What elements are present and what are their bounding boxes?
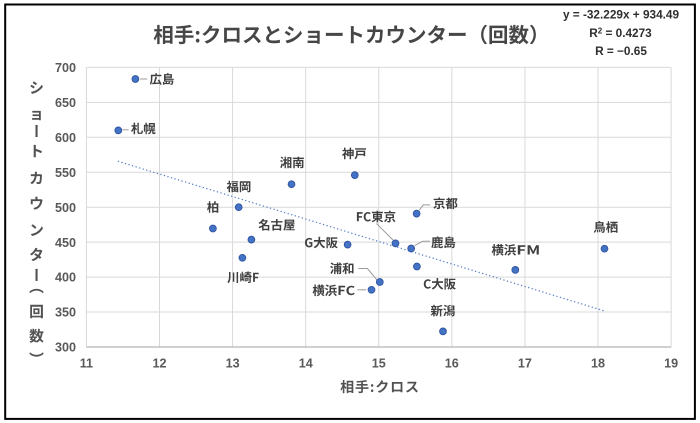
svg-text:13: 13 bbox=[226, 356, 240, 370]
svg-text:R2 = 0.4273: R2 = 0.4273 bbox=[589, 26, 652, 40]
svg-text:350: 350 bbox=[55, 306, 76, 320]
svg-text:16: 16 bbox=[445, 356, 459, 370]
svg-text:600: 600 bbox=[55, 131, 76, 145]
svg-text:300: 300 bbox=[55, 341, 76, 355]
svg-text:700: 700 bbox=[55, 61, 76, 75]
svg-text:19: 19 bbox=[664, 356, 678, 370]
svg-text:650: 650 bbox=[55, 96, 76, 110]
svg-text:14: 14 bbox=[299, 356, 313, 370]
svg-text:450: 450 bbox=[55, 236, 76, 250]
svg-text:17: 17 bbox=[518, 356, 532, 370]
svg-text:550: 550 bbox=[55, 166, 76, 180]
svg-text:12: 12 bbox=[152, 356, 166, 370]
svg-text:y = -32.229x + 934.49: y = -32.229x + 934.49 bbox=[563, 8, 680, 22]
svg-text:18: 18 bbox=[591, 356, 605, 370]
svg-text:11: 11 bbox=[80, 356, 93, 370]
svg-text:500: 500 bbox=[55, 201, 76, 215]
svg-text:R = −0.65: R = −0.65 bbox=[595, 44, 647, 58]
svg-text:400: 400 bbox=[55, 271, 76, 285]
svg-text:15: 15 bbox=[372, 356, 386, 370]
